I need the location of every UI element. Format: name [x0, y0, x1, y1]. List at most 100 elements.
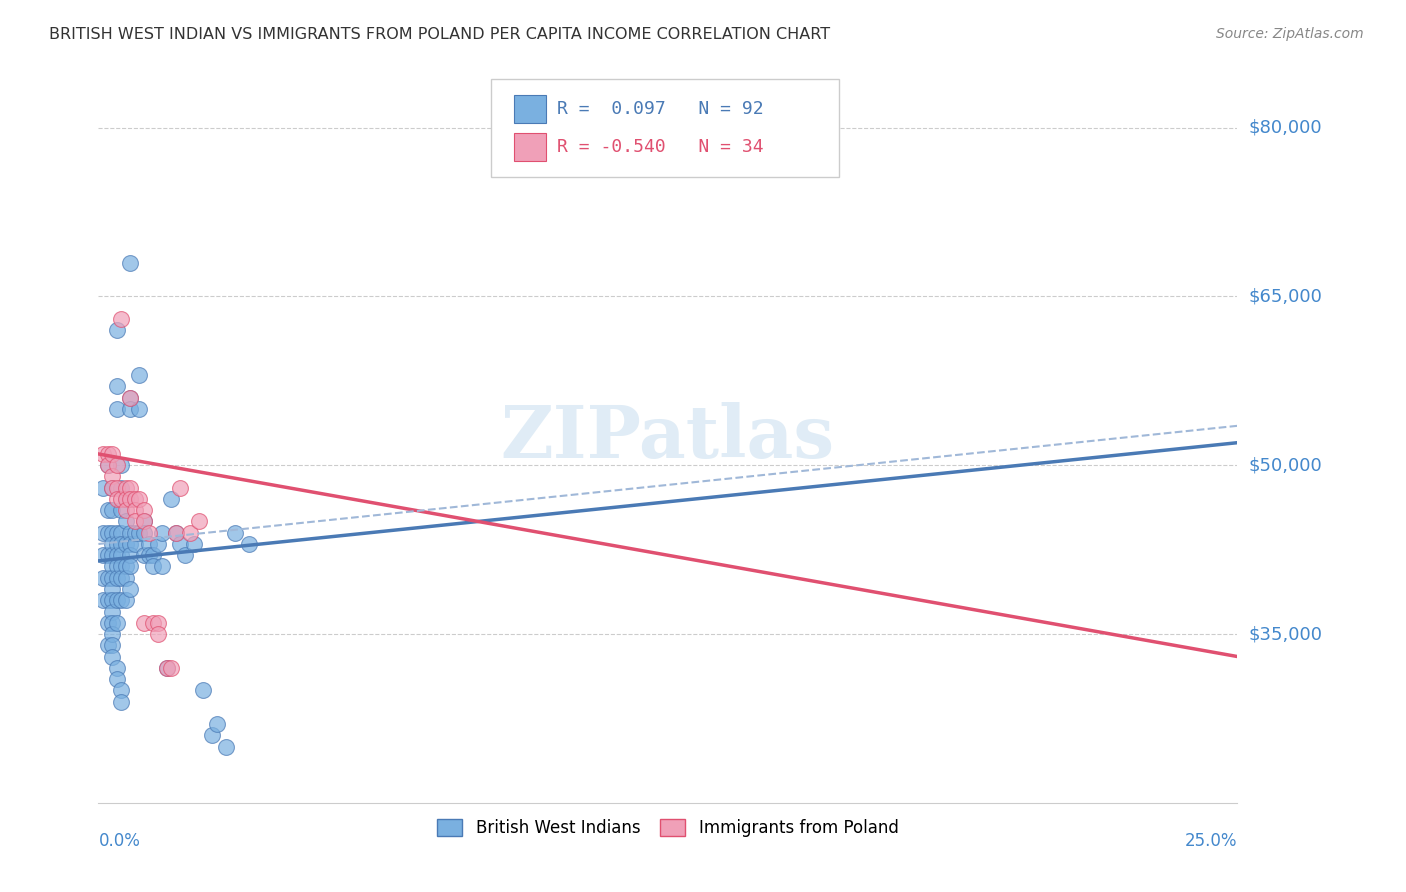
Point: [105, 537, 128, 551]
Point: [101, 627, 124, 641]
Point: [114, 537, 136, 551]
Point: [101, 525, 124, 540]
Point: [132, 525, 155, 540]
Text: $50,000: $50,000: [1249, 456, 1322, 475]
Point: [142, 559, 165, 574]
Point: [169, 537, 191, 551]
Point: [96, 458, 118, 473]
Point: [105, 672, 128, 686]
Point: [205, 717, 228, 731]
Point: [96, 458, 118, 473]
Point: [160, 661, 183, 675]
Point: [201, 728, 224, 742]
Point: [91, 447, 114, 461]
Point: [101, 649, 124, 664]
Point: [174, 548, 197, 562]
Text: 25.0%: 25.0%: [1185, 832, 1237, 850]
Text: $35,000: $35,000: [1249, 625, 1323, 643]
Point: [96, 615, 118, 630]
Point: [96, 638, 118, 652]
Text: ZIPatlas: ZIPatlas: [501, 401, 835, 473]
Point: [101, 582, 124, 596]
Point: [142, 615, 165, 630]
FancyBboxPatch shape: [491, 78, 839, 178]
Point: [132, 503, 155, 517]
Point: [105, 548, 128, 562]
Point: [165, 525, 187, 540]
Text: Source: ZipAtlas.com: Source: ZipAtlas.com: [1216, 27, 1364, 41]
Point: [120, 582, 142, 596]
Point: [96, 503, 118, 517]
Point: [224, 525, 246, 540]
Point: [105, 661, 128, 675]
Point: [124, 525, 146, 540]
Point: [128, 491, 150, 506]
Point: [124, 491, 146, 506]
Point: [120, 537, 142, 551]
Point: [120, 255, 142, 269]
Point: [169, 481, 191, 495]
Point: [124, 537, 146, 551]
Point: [215, 739, 238, 754]
Point: [120, 559, 142, 574]
Point: [101, 447, 124, 461]
Point: [120, 391, 142, 405]
Point: [96, 571, 118, 585]
Point: [110, 312, 132, 326]
Point: [110, 559, 132, 574]
FancyBboxPatch shape: [515, 95, 546, 122]
Point: [114, 491, 136, 506]
Point: [101, 593, 124, 607]
Point: [160, 491, 183, 506]
FancyBboxPatch shape: [515, 133, 546, 161]
Point: [138, 537, 160, 551]
Point: [110, 481, 132, 495]
Point: [179, 525, 201, 540]
Point: [105, 323, 128, 337]
Point: [110, 525, 132, 540]
Point: [120, 481, 142, 495]
Point: [128, 525, 150, 540]
Point: [91, 548, 114, 562]
Point: [110, 548, 132, 562]
Point: [91, 593, 114, 607]
Point: [120, 391, 142, 405]
Point: [91, 525, 114, 540]
Point: [105, 615, 128, 630]
Point: [114, 481, 136, 495]
Point: [101, 559, 124, 574]
Point: [110, 503, 132, 517]
Point: [128, 401, 150, 416]
Point: [105, 525, 128, 540]
Point: [110, 694, 132, 708]
Point: [101, 469, 124, 483]
Point: [110, 537, 132, 551]
Point: [101, 537, 124, 551]
Point: [101, 503, 124, 517]
Point: [120, 401, 142, 416]
Point: [146, 615, 169, 630]
Point: [110, 458, 132, 473]
Point: [128, 368, 150, 383]
Point: [110, 593, 132, 607]
Point: [132, 615, 155, 630]
Point: [105, 401, 128, 416]
Point: [105, 379, 128, 393]
Point: [96, 525, 118, 540]
Point: [101, 605, 124, 619]
Point: [138, 525, 160, 540]
Point: [110, 491, 132, 506]
Point: [114, 593, 136, 607]
Text: 0.0%: 0.0%: [98, 832, 141, 850]
Point: [114, 515, 136, 529]
Point: [132, 515, 155, 529]
Text: $80,000: $80,000: [1249, 119, 1322, 136]
Point: [114, 491, 136, 506]
Text: $65,000: $65,000: [1249, 287, 1322, 305]
Point: [101, 548, 124, 562]
Point: [120, 525, 142, 540]
Point: [138, 548, 160, 562]
Point: [165, 525, 187, 540]
Point: [124, 503, 146, 517]
Legend: British West Indians, Immigrants from Poland: British West Indians, Immigrants from Po…: [429, 811, 907, 846]
